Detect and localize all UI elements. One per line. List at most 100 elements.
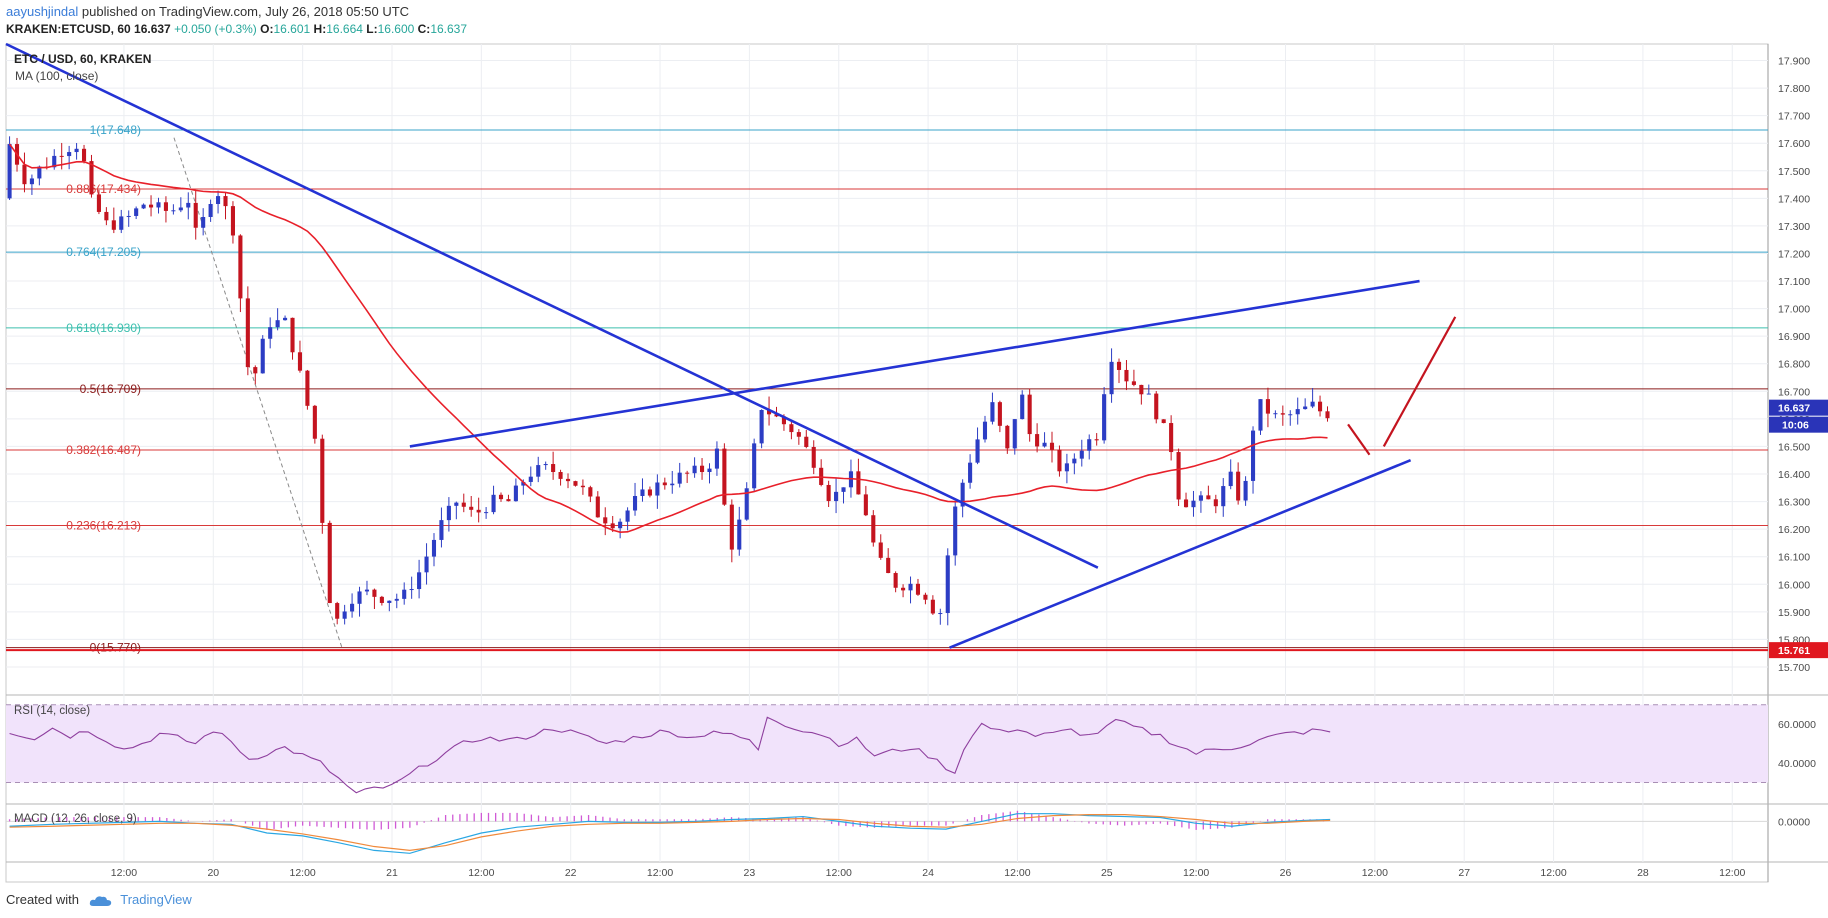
high-value: 16.664: [326, 22, 363, 36]
time-tick-label: 26: [1280, 867, 1292, 879]
candle-body: [1146, 393, 1151, 395]
candle: [74, 143, 79, 160]
candle-body: [484, 512, 489, 514]
candle: [1087, 434, 1092, 460]
candles: [7, 136, 1330, 626]
time-tick-label: 28: [1637, 867, 1649, 879]
candle-body: [208, 203, 213, 218]
candle-body: [1035, 434, 1040, 447]
time-tick-label: 12:00: [647, 867, 673, 879]
price-tick-label: 17.100: [1778, 276, 1810, 288]
candle-body: [163, 202, 168, 211]
candle: [1049, 431, 1055, 463]
candle: [1057, 445, 1062, 477]
candle: [342, 604, 347, 625]
close-value: 16.637: [430, 22, 468, 36]
candle-body: [245, 298, 250, 368]
close-label: C:: [417, 22, 431, 36]
candle-body: [1273, 413, 1278, 415]
candle-body: [997, 402, 1002, 426]
candle: [834, 478, 839, 514]
publish-info: published on TradingView.com, July 26, 2…: [81, 4, 410, 19]
candle-body: [275, 320, 280, 328]
candle: [148, 195, 154, 217]
candle: [714, 441, 719, 476]
candle: [1005, 424, 1010, 454]
created-with-label: Created with: [6, 892, 79, 907]
candle-body: [216, 196, 221, 204]
candle-body: [1183, 499, 1189, 508]
candle: [722, 443, 727, 506]
candle-body: [1243, 480, 1248, 501]
candle-body: [982, 421, 988, 440]
candle-body: [1094, 439, 1099, 441]
time-tick-label: 27: [1458, 867, 1470, 879]
candle-body: [573, 481, 578, 486]
candle: [1250, 426, 1256, 494]
candle-body: [528, 476, 533, 482]
candle-body: [871, 515, 876, 543]
candle: [1295, 397, 1300, 425]
candle-body: [1169, 423, 1174, 453]
candle-body: [379, 596, 384, 603]
candle: [558, 469, 563, 486]
candle: [201, 208, 206, 236]
downtrend-line: [5, 42, 1099, 569]
candle-body: [1221, 486, 1226, 507]
candle-body: [536, 465, 541, 477]
candle-body: [595, 496, 600, 518]
candle-body: [901, 587, 906, 591]
last-price-badge: [1769, 399, 1828, 416]
candle: [699, 458, 705, 480]
candle-body: [893, 573, 898, 588]
candle-body: [655, 482, 660, 496]
candle-body: [193, 202, 198, 228]
candle: [431, 533, 437, 567]
candle-body: [171, 210, 176, 212]
candle-body: [968, 462, 973, 483]
candle: [1012, 419, 1017, 455]
rsi-legend: RSI (14, close): [14, 705, 90, 717]
candle: [603, 507, 608, 536]
candle-body: [1191, 500, 1196, 508]
candle-body: [796, 432, 801, 437]
candle: [379, 595, 384, 606]
tradingview-brand[interactable]: TradingView: [120, 892, 192, 907]
price-tick-label: 17.600: [1778, 138, 1810, 150]
candle-body: [841, 487, 846, 492]
candle: [930, 595, 935, 615]
price-tick-label: 16.200: [1778, 524, 1810, 536]
price-tick-label: 15.900: [1778, 607, 1810, 619]
price-tick-label: 17.300: [1778, 221, 1810, 233]
candle-body: [104, 211, 109, 221]
candle: [320, 434, 325, 534]
candle-body: [543, 464, 548, 466]
author-link[interactable]: aayushjindal: [6, 4, 79, 19]
candle: [283, 315, 288, 321]
candle: [402, 582, 407, 605]
candle-body: [1042, 442, 1047, 447]
candle: [1221, 478, 1226, 517]
candle: [662, 477, 667, 490]
candle-body: [268, 327, 273, 339]
candle: [491, 485, 496, 515]
candle-body: [253, 367, 258, 374]
candle: [1273, 410, 1278, 419]
candle: [223, 192, 228, 220]
candle-body: [1124, 369, 1129, 382]
candle: [565, 473, 571, 489]
candle-body: [714, 448, 719, 469]
candle: [1027, 388, 1032, 442]
candle-body: [476, 509, 481, 513]
upper-trend-line: [409, 279, 1420, 448]
candle: [878, 534, 883, 560]
candle-body: [737, 519, 742, 550]
candle-body: [1198, 495, 1203, 501]
fib-level-label: 0.382(16.487): [66, 443, 141, 457]
candle-body: [335, 603, 340, 619]
candle: [893, 571, 898, 593]
candle-body: [469, 506, 474, 510]
price-tick-label: 16.300: [1778, 497, 1810, 509]
candle: [945, 548, 950, 626]
